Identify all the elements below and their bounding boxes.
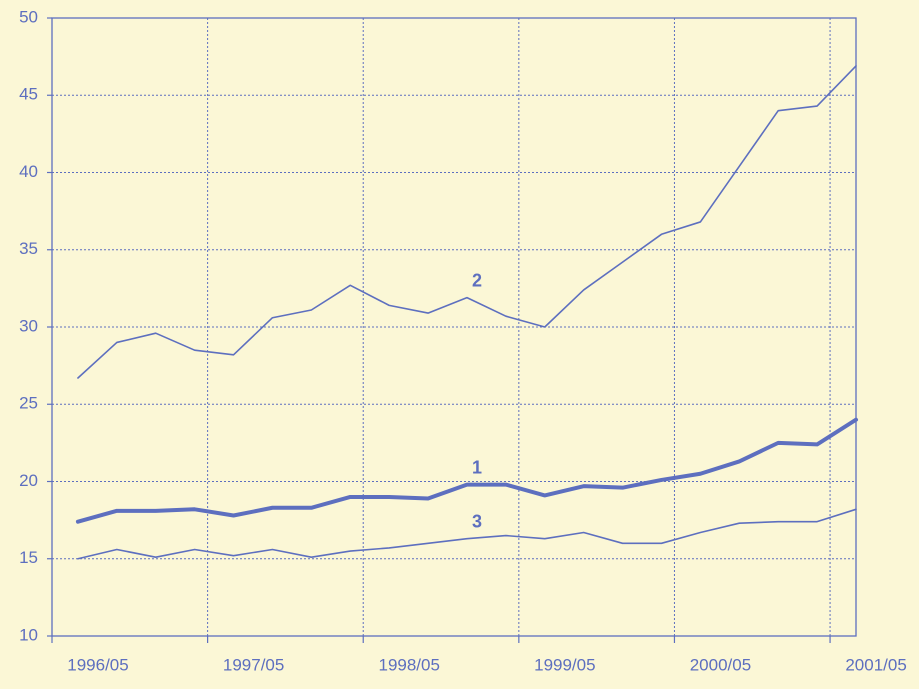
y-tick-label: 10 bbox=[19, 625, 38, 644]
y-tick-label: 15 bbox=[19, 548, 38, 567]
y-tick-label: 35 bbox=[19, 239, 38, 258]
y-tick-label: 20 bbox=[19, 471, 38, 490]
x-tick-label: 2000/05 bbox=[690, 655, 751, 674]
y-tick-label: 50 bbox=[19, 7, 38, 26]
line-series bbox=[75, 417, 858, 524]
y-tick-label: 45 bbox=[19, 85, 38, 104]
y-tick-label: 40 bbox=[19, 162, 38, 181]
series-label: 2 bbox=[472, 270, 482, 290]
x-tick-label: 1998/05 bbox=[378, 655, 439, 674]
plot-frame bbox=[51, 17, 857, 637]
x-tick-label: 1999/05 bbox=[534, 655, 595, 674]
x-tick-label: 2001/05 bbox=[845, 655, 906, 674]
line-series bbox=[77, 65, 857, 379]
x-tick-label: 1997/05 bbox=[223, 655, 284, 674]
x-tick-label: 1996/05 bbox=[67, 655, 128, 674]
y-tick-label: 25 bbox=[19, 394, 38, 413]
line-series bbox=[77, 508, 857, 560]
series-label: 1 bbox=[472, 457, 482, 477]
series-label: 3 bbox=[472, 511, 482, 531]
y-tick-label: 30 bbox=[19, 316, 38, 335]
